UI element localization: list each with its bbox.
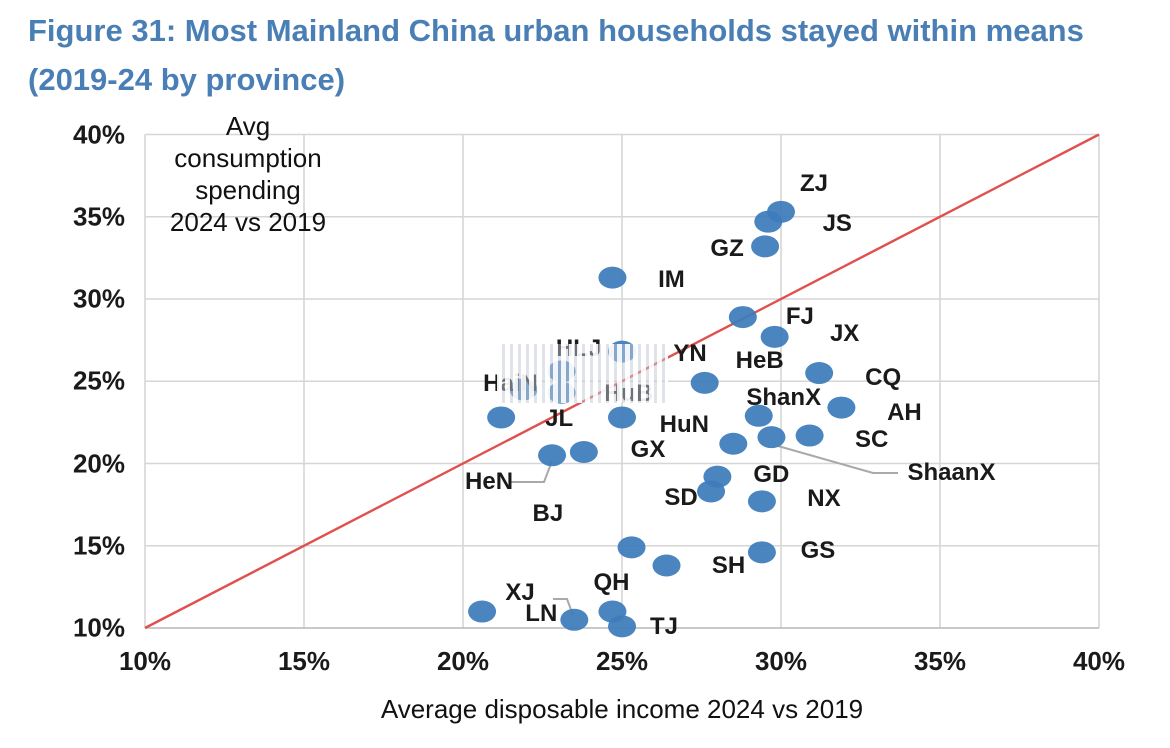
data-point-JL <box>487 406 516 429</box>
data-point-BJ <box>569 440 598 463</box>
point-label-FJ: FJ <box>785 303 814 331</box>
data-point-SD <box>697 480 726 503</box>
data-point-ShaanX <box>757 426 786 449</box>
point-label-HeB: HeB <box>735 346 784 374</box>
x-tick-10: 10% <box>118 646 172 676</box>
point-label-GS: GS <box>800 537 836 565</box>
y-tick-25: 25% <box>72 365 125 396</box>
data-point-AH <box>827 396 856 419</box>
x-tick-40: 40% <box>1072 646 1126 676</box>
point-label-XJ: XJ <box>505 578 535 606</box>
point-label-ShanX: ShanX <box>746 383 822 411</box>
point-label-JL: JL <box>545 405 574 433</box>
y-tick-35: 35% <box>72 201 125 232</box>
point-label-BJ: BJ <box>532 499 564 527</box>
point-label-SH: SH <box>711 552 746 580</box>
data-point-GX <box>608 406 636 429</box>
data-point-HeN <box>538 444 567 467</box>
y-axis-title: Avg consumption spending 2024 vs 2019 <box>148 110 348 238</box>
point-label-IM: IM <box>658 265 685 293</box>
x-tick-20: 20% <box>436 646 490 676</box>
data-point-JX <box>760 325 789 348</box>
y-tick-10: 10% <box>72 612 125 643</box>
data-point-ShanX <box>744 404 773 427</box>
y-tick-20: 20% <box>72 448 125 478</box>
x-tick-25: 25% <box>595 646 649 676</box>
leader-line-ShaanX <box>777 445 898 474</box>
data-point-IM <box>598 266 627 289</box>
data-point-HeB <box>690 371 719 394</box>
point-label-SC: SC <box>854 425 889 453</box>
x-tick-30: 30% <box>754 646 808 676</box>
point-label-ShaanX: ShaanX <box>907 459 996 487</box>
data-point-FJ <box>728 306 757 329</box>
x-tick-35: 35% <box>913 646 967 676</box>
point-label-JX: JX <box>829 319 860 347</box>
y-tick-15: 15% <box>72 530 125 561</box>
point-label-AH: AH <box>887 398 922 426</box>
y-axis-title-line: consumption <box>174 143 322 173</box>
data-point-XJ <box>468 600 497 623</box>
point-label-GZ: GZ <box>710 235 744 263</box>
data-point-TJ <box>608 615 636 638</box>
point-label-ZJ: ZJ <box>799 169 829 197</box>
data-point-SH <box>652 554 681 577</box>
data-point-GS <box>747 541 776 564</box>
point-label-SD: SD <box>664 484 698 512</box>
x-axis-title: Average disposable income 2024 vs 2019 <box>380 694 864 724</box>
y-axis-title-line: Avg <box>225 111 271 141</box>
y-axis-title-line: spending <box>195 175 301 205</box>
point-label-YN: YN <box>673 339 707 367</box>
point-label-GX: GX <box>630 436 666 464</box>
data-point-CQ <box>805 362 834 385</box>
point-label-JS: JS <box>822 209 852 237</box>
x-tick-15: 15% <box>277 646 331 676</box>
data-point-SC <box>795 424 824 447</box>
y-tick-30: 30% <box>72 283 125 314</box>
point-label-HeN: HeN <box>465 468 514 496</box>
y-tick-40: 40% <box>72 119 125 149</box>
point-label-GD: GD <box>753 460 790 488</box>
leader-line-HeN <box>509 460 553 483</box>
point-label-HuN: HuN <box>659 410 709 438</box>
data-point-NX <box>747 490 776 513</box>
point-label-NX: NX <box>807 485 841 513</box>
point-label-LN: LN <box>525 599 558 627</box>
censor-smear-overlay <box>497 344 668 403</box>
point-label-TJ: TJ <box>649 613 679 641</box>
figure-title: Figure 31: Most Mainland China urban hou… <box>28 13 1084 97</box>
data-point-HuN <box>719 432 748 455</box>
y-axis-title-line: 2024 vs 2019 <box>169 207 327 237</box>
data-point-LN <box>560 608 589 631</box>
point-label-CQ: CQ <box>865 364 902 392</box>
data-point-JS <box>754 210 783 233</box>
point-label-QH: QH <box>593 568 630 596</box>
data-point-GZ <box>751 235 780 258</box>
data-point-unlabeled <box>617 536 646 559</box>
